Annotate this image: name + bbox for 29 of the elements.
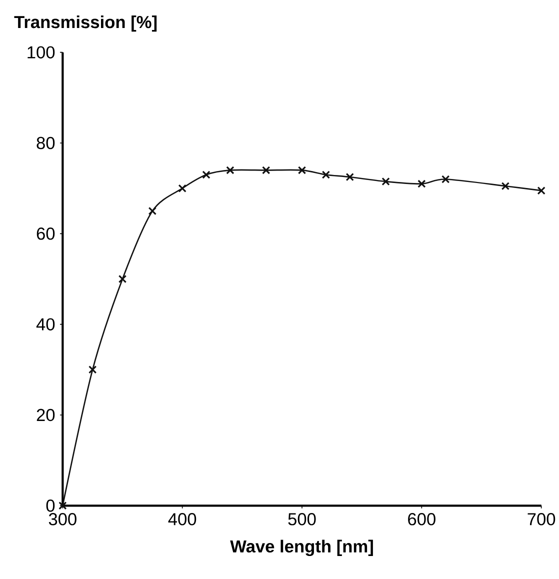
y-tick-label: 20 bbox=[36, 408, 55, 422]
point bbox=[298, 166, 306, 174]
point bbox=[441, 175, 450, 184]
x-axis-title: Wave length [nm] bbox=[230, 540, 373, 556]
point bbox=[262, 166, 270, 174]
y-tick-label: 100 bbox=[28, 46, 55, 58]
x-tick-label: 400 bbox=[168, 513, 196, 526]
point bbox=[178, 184, 186, 192]
point bbox=[382, 177, 390, 186]
y-tick-label: 80 bbox=[36, 136, 55, 150]
point bbox=[148, 206, 157, 216]
x-tick-label: 500 bbox=[288, 513, 316, 526]
point bbox=[226, 166, 234, 174]
point bbox=[537, 186, 546, 195]
y-tick-label: 60 bbox=[36, 228, 55, 240]
point bbox=[322, 170, 330, 179]
point bbox=[501, 182, 510, 190]
x-tick-label: 300 bbox=[48, 513, 76, 526]
point bbox=[346, 172, 354, 182]
y-axis-title: Transmission [%] bbox=[14, 15, 157, 32]
point bbox=[202, 170, 210, 179]
point bbox=[58, 502, 67, 510]
point bbox=[418, 180, 426, 188]
x-tick-label: 700 bbox=[528, 513, 556, 526]
y-tick-label: 40 bbox=[36, 318, 55, 330]
point bbox=[118, 274, 127, 284]
x-tick-label: 600 bbox=[408, 513, 436, 526]
y-tick-label: 0 bbox=[46, 500, 55, 512]
point bbox=[88, 366, 97, 374]
